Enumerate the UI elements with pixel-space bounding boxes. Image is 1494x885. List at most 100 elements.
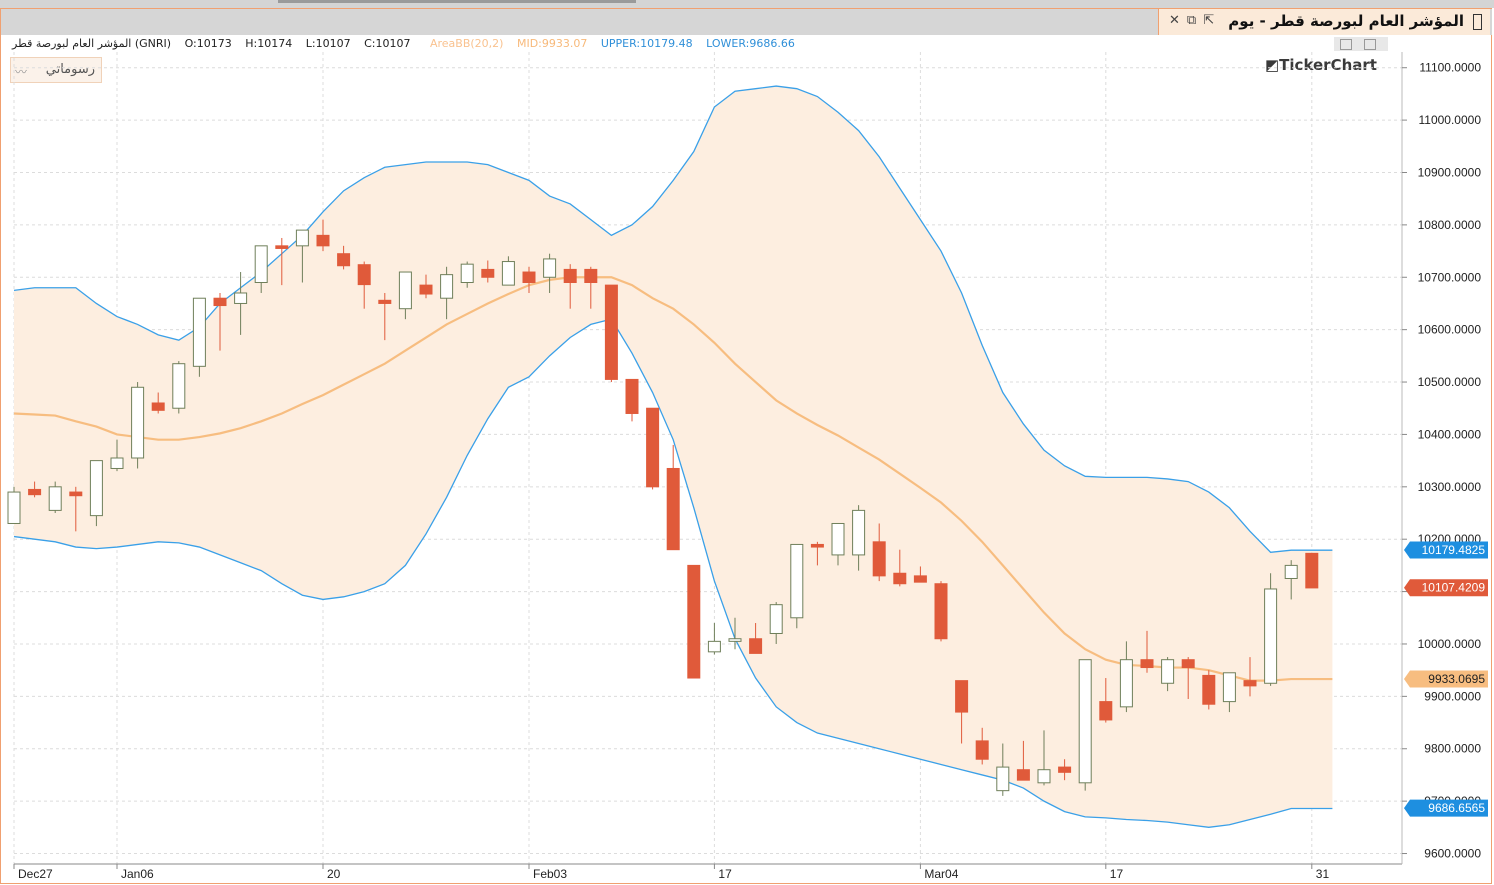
candle-body — [337, 253, 351, 267]
x-tick-label: Dec27 — [18, 867, 53, 881]
y-tick-label: 11100.0000 — [1419, 61, 1481, 75]
price-tag-bg — [1404, 670, 1488, 688]
candle-body — [728, 638, 742, 642]
candle-body — [398, 271, 412, 310]
candle-body — [234, 292, 248, 304]
price-tag: 10107.4209 — [1404, 579, 1488, 597]
candle-body — [996, 766, 1010, 792]
candle-body — [357, 264, 371, 286]
price-tag-label: 9686.6565 — [1428, 801, 1485, 815]
close-value: C:10107 — [364, 37, 411, 50]
y-tick-label: 10500.0000 — [1418, 375, 1482, 389]
x-tick-label: Mar04 — [924, 867, 958, 881]
candle-body — [7, 491, 21, 524]
y-tick-label: 10800.0000 — [1418, 218, 1482, 232]
indicator-name[interactable]: AreaBB(20,2) — [429, 37, 504, 50]
x-tick-label: 20 — [327, 867, 341, 881]
candle-body — [48, 486, 62, 511]
candle-body — [913, 575, 927, 583]
symbol-name: المؤشر العام لبورصة قطر (GNRI) — [12, 37, 172, 50]
candle-body — [1161, 659, 1175, 684]
candle-body — [563, 268, 577, 284]
y-tick-label: 10700.0000 — [1418, 270, 1482, 284]
candle-body — [852, 509, 866, 556]
candle-body — [831, 522, 845, 556]
price-tag-label: 10179.4825 — [1422, 543, 1486, 557]
candle-body — [1243, 680, 1257, 687]
y-tick-label: 9800.0000 — [1424, 742, 1481, 756]
y-tick-label: 9900.0000 — [1424, 689, 1481, 703]
candle-body — [254, 245, 268, 284]
settings-panel-icon[interactable] — [1364, 39, 1376, 50]
price-tag-bg — [1404, 579, 1488, 597]
restore-icon[interactable]: ⧉ — [1186, 13, 1197, 28]
y-tick-label: 10000.0000 — [1418, 637, 1482, 651]
window-title-tab[interactable]: ✕ ⧉ ⇱ المؤشر العام لبورصة قطر - يوم — [1158, 9, 1490, 35]
candle-body — [1119, 659, 1133, 708]
candle-body — [69, 491, 83, 497]
candle-body — [28, 488, 42, 496]
x-tick-label: 17 — [1110, 867, 1124, 881]
low-value: L:10107 — [305, 37, 351, 50]
candle-body — [192, 297, 206, 367]
candle-body — [1037, 769, 1051, 784]
price-tag: 9933.0695 — [1404, 670, 1488, 688]
bb-mid-value: MID:9933.07 — [516, 37, 588, 50]
candle-body — [893, 572, 907, 585]
candle-body — [295, 229, 309, 247]
candle-body — [1305, 552, 1319, 589]
top-scrollbar[interactable] — [0, 0, 1494, 8]
candle-body — [316, 234, 330, 247]
candle-body — [1264, 588, 1278, 684]
tickerchart-logo: ◩TickerChart — [1265, 56, 1377, 74]
x-tick-label: Jan06 — [121, 867, 154, 881]
bb-lower-value: LOWER:9686.66 — [706, 37, 795, 50]
price-tag: 9686.6565 — [1404, 799, 1488, 817]
y-tick-label: 10400.0000 — [1418, 427, 1482, 441]
drawing-line-icon: 〰 — [15, 65, 28, 79]
candle-body — [378, 299, 392, 304]
price-tag: 10179.4825 — [1404, 541, 1488, 559]
candle-body — [687, 564, 701, 679]
candle-body — [1222, 672, 1236, 703]
candle-body — [1099, 701, 1113, 721]
window-menu-icon[interactable] — [1473, 14, 1482, 30]
y-tick-label: 10600.0000 — [1418, 323, 1482, 337]
y-tick-label: 9600.0000 — [1424, 847, 1481, 861]
x-tick-label: 31 — [1316, 867, 1330, 881]
window-controls: ✕ ⧉ ⇱ — [1169, 13, 1221, 28]
candle-body — [131, 386, 145, 459]
my-drawings-button[interactable]: 〰 رسوماتي — [10, 57, 102, 83]
scrollbar-thumb[interactable] — [278, 0, 636, 3]
bollinger-band-area — [14, 86, 1333, 828]
candle-body — [522, 271, 536, 284]
candle-body — [110, 457, 124, 469]
candle-body — [1078, 659, 1092, 784]
close-icon[interactable]: ✕ — [1169, 13, 1180, 28]
candle-body — [1058, 766, 1072, 773]
candle-body — [89, 460, 103, 517]
maximize-panel-icon[interactable] — [1340, 39, 1352, 50]
open-value: O:10173 — [184, 37, 232, 50]
candle-body — [501, 261, 515, 286]
candle-body — [749, 638, 763, 654]
candle-body — [543, 258, 557, 278]
x-tick-label: Feb03 — [533, 867, 567, 881]
price-tag-bg — [1404, 799, 1488, 817]
candle-body — [481, 268, 495, 278]
detach-icon[interactable]: ⇱ — [1203, 13, 1215, 28]
bb-upper-value: UPPER:10179.48 — [600, 37, 693, 50]
candle-body — [419, 284, 433, 295]
candle-body — [810, 543, 824, 548]
my-drawings-label: رسوماتي — [45, 62, 95, 77]
candle-body — [584, 268, 598, 284]
price-tag-bg — [1404, 541, 1488, 559]
y-tick-label: 11000.0000 — [1418, 113, 1481, 127]
window-title: المؤشر العام لبورصة قطر - يوم — [1228, 12, 1464, 30]
candle-body — [1181, 659, 1195, 669]
candle-body — [769, 604, 783, 634]
candle-body — [151, 402, 165, 411]
candle-body — [440, 274, 454, 299]
bb-upper-line — [13, 85, 1333, 553]
